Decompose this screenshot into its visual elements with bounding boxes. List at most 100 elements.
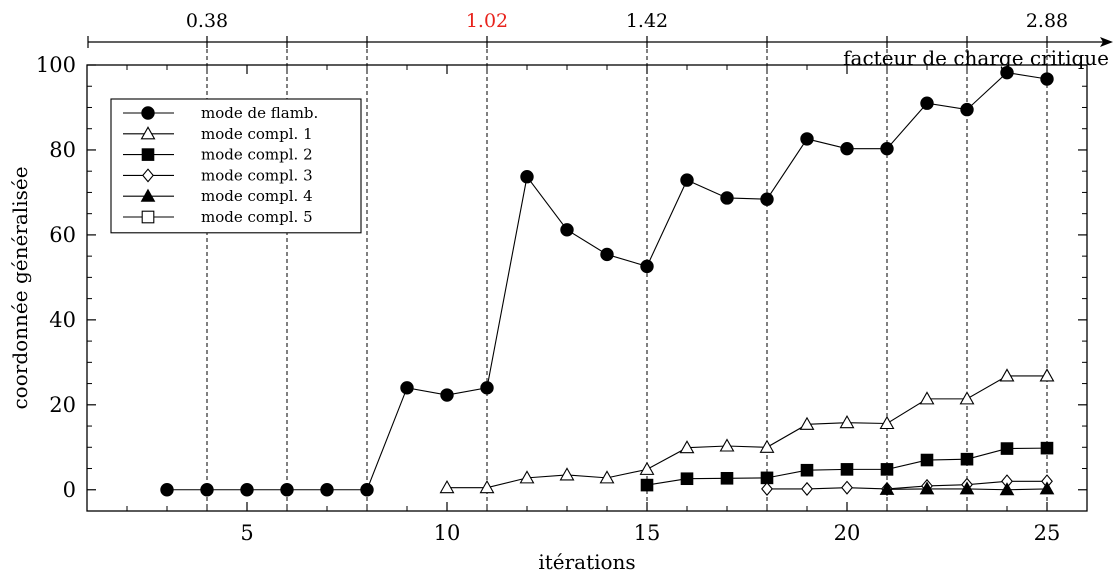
y-tick-label: 60 (49, 223, 76, 247)
data-point (640, 478, 654, 492)
legend-box (110, 98, 362, 234)
y-tick-label: 20 (49, 393, 76, 417)
data-point (559, 467, 575, 481)
data-point (839, 415, 855, 429)
series-line (447, 375, 1047, 489)
legend-marker (141, 148, 155, 161)
data-point (160, 483, 174, 497)
data-point (1040, 441, 1054, 455)
data-point (880, 141, 894, 156)
data-point (639, 461, 655, 475)
legend-label: mode compl. 5 (201, 208, 313, 226)
data-point (680, 472, 694, 486)
critical-load-value-label: 1.42 (626, 10, 668, 32)
legend-item: mode de flamb. (123, 104, 318, 122)
legend-label: mode compl. 3 (201, 166, 313, 184)
data-point (480, 381, 494, 395)
legend-item: mode compl. 3 (123, 166, 313, 184)
series-line (767, 480, 1047, 490)
data-point (960, 102, 974, 117)
data-point (759, 439, 775, 453)
data-point (800, 132, 814, 146)
data-point (720, 191, 734, 205)
axis-ticks: 5 10 15 20 25 0 20 40 60 80 100 (36, 53, 1087, 545)
data-point (879, 415, 895, 430)
legend-marker (140, 188, 156, 202)
data-point (999, 368, 1015, 382)
data-point (360, 483, 374, 497)
y-tick-label: 80 (49, 138, 76, 162)
x-tick-label: 5 (240, 521, 253, 545)
data-point (439, 480, 455, 494)
data-point (440, 388, 454, 402)
legend-item: mode compl. 4 (123, 187, 313, 205)
data-point (920, 453, 934, 467)
critical-load-value-label: 1.02 (466, 10, 508, 32)
legend-item: mode compl. 2 (123, 146, 313, 164)
series-mode-compl-1 (439, 368, 1055, 494)
data-point (800, 463, 814, 477)
x-tick-label: 10 (434, 521, 461, 545)
data-point (801, 481, 813, 496)
data-point (1039, 368, 1055, 382)
data-point (919, 481, 935, 495)
y-axis-title: coordonnée généralisée (8, 166, 32, 409)
data-point (720, 471, 734, 485)
legend-item: mode compl. 1 (123, 125, 313, 143)
data-point (959, 481, 975, 495)
legend-marker (141, 106, 155, 120)
data-point (920, 96, 934, 110)
legend-label: mode compl. 1 (201, 125, 313, 143)
data-point (520, 170, 534, 184)
data-point (240, 483, 254, 497)
critical-load-axis-title: facteur de charge critique (843, 46, 1109, 70)
data-point (959, 391, 975, 405)
data-point (919, 391, 935, 405)
critical-load-value-label: 2.88 (1026, 10, 1068, 32)
critical-load-value-label: 0.38 (186, 10, 228, 32)
series-mode-de-flamb (160, 65, 1054, 497)
data-point (1039, 481, 1055, 495)
data-point (960, 452, 974, 466)
data-point (680, 173, 694, 187)
data-point (1000, 65, 1014, 80)
plot-frame (86, 64, 1088, 512)
data-point (879, 481, 895, 495)
data-point (280, 483, 294, 497)
data-series (160, 65, 1055, 497)
data-point (840, 463, 854, 476)
data-point (560, 223, 574, 237)
data-point (400, 381, 414, 395)
legend-label: mode compl. 2 (201, 146, 313, 164)
x-tick-label: 20 (834, 521, 861, 545)
data-point (840, 141, 854, 156)
data-point (600, 247, 614, 262)
x-tick-label: 25 (1034, 521, 1061, 545)
y-tick-label: 40 (49, 308, 76, 332)
legend-marker (142, 168, 154, 183)
data-point (640, 259, 654, 274)
data-point (599, 470, 615, 484)
legend-label: mode compl. 4 (201, 187, 313, 205)
data-point (761, 481, 773, 496)
data-point (1000, 442, 1014, 455)
critical-load-axis-arrow (1100, 37, 1113, 47)
data-point (880, 463, 894, 476)
y-tick-label: 0 (63, 478, 76, 502)
legend-label: mode de flamb. (201, 104, 318, 122)
data-point (679, 440, 695, 454)
data-point (1040, 72, 1054, 86)
legend-item: mode compl. 5 (123, 208, 313, 226)
critical-load-axis: facteur de charge critique 0.38 1.02 1.42 2… (87, 10, 1113, 70)
x-axis-title: itérations (538, 550, 635, 574)
data-point (799, 416, 815, 430)
data-point (320, 483, 334, 497)
data-point (841, 480, 853, 495)
x-tick-label: 15 (634, 521, 661, 545)
series-mode-compl-4 (879, 481, 1055, 496)
series-mode-compl-2 (640, 441, 1054, 492)
data-point (760, 192, 774, 206)
data-point (479, 480, 495, 494)
data-point (519, 470, 535, 484)
